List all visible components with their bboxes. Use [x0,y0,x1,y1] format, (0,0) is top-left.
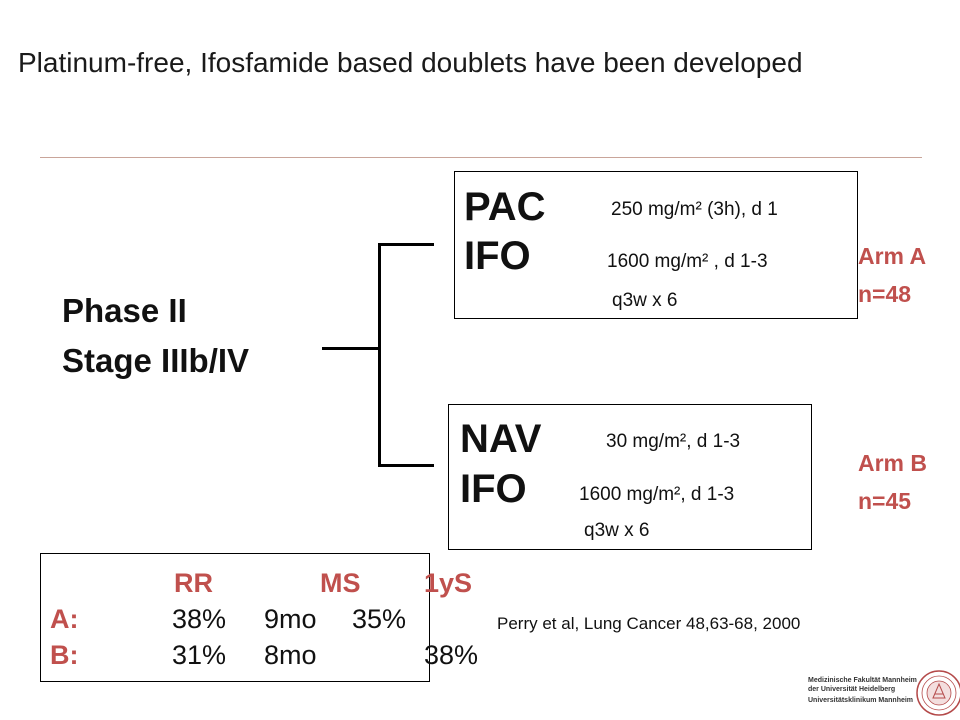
arm-b-dose-2: 1600 mg/m², d 1-3 [579,484,735,505]
connector-bottom-branch [378,464,434,467]
arm-b-drug-1: NAV [460,417,542,461]
arm-a-regimen-box: PAC 250 mg/m² (3h), d 1 IFO 1600 mg/m² ,… [454,171,858,319]
results-box [40,553,430,682]
arm-a-drug-1: PAC [464,185,546,229]
arm-a-drug-2: IFO [464,234,531,278]
connector-vertical [378,243,381,467]
results-row-a-label: A: [50,604,79,634]
results-row-b-1ys: 38% [424,640,479,670]
results-header-ms: MS [320,568,361,598]
arm-b-label: Arm B n=45 [858,444,927,520]
institution-logo: Medizinische Fakultät Mannheim der Unive… [808,670,960,720]
study-phase: Phase II [62,292,187,329]
results-header-1ys: 1yS [424,568,473,598]
arm-b-name: Arm B [858,450,928,476]
arm-b-schedule: q3w x 6 [584,520,650,541]
arm-a-name: Arm A [858,243,927,269]
slide-title: Platinum-free, Ifosfamide based doublets… [18,47,803,78]
results-row-b-label: B: [50,640,79,670]
results-row-b-ms: 8mo [264,640,317,670]
arm-a-schedule: q3w x 6 [612,290,678,311]
results-row-b-rr: 31% [172,640,227,670]
connector-top-branch [378,243,434,246]
logo-text: Medizinische Fakultät Mannheim der Unive… [808,676,917,705]
arm-a-dose-2: 1600 mg/m² , d 1-3 [607,251,768,272]
arm-a-n: n=48 [858,281,912,307]
arm-b-drug-2: IFO [460,467,527,511]
study-stage: Stage IIIb/IV [62,342,250,379]
results-header-rr: RR [174,568,213,598]
arm-a-dose-1: 250 mg/m² (3h), d 1 [611,199,778,220]
title-divider [40,157,922,158]
arm-b-n: n=45 [858,488,912,514]
arm-a-label: Arm A n=48 [858,237,926,313]
university-seal-icon [916,670,960,716]
citation: Perry et al, Lung Cancer 48,63-68, 2000 [497,614,801,633]
results-row-a-ms: 9mo [264,604,317,634]
logo-line-2: der Universität Heidelberg [808,686,896,693]
results-row-a-rr: 38% [172,604,227,634]
logo-line-3: Universitätsklinikum Mannheim [808,697,914,704]
arm-b-dose-1: 30 mg/m², d 1-3 [606,431,741,452]
logo-line-1: Medizinische Fakultät Mannheim [808,677,917,684]
results-row-a-1ys: 35% [352,604,407,634]
arm-b-regimen-box: NAV 30 mg/m², d 1-3 IFO 1600 mg/m², d 1-… [448,404,812,550]
connector-horizontal-left [322,347,380,350]
study-label: Phase II Stage IIIb/IV [62,286,249,386]
